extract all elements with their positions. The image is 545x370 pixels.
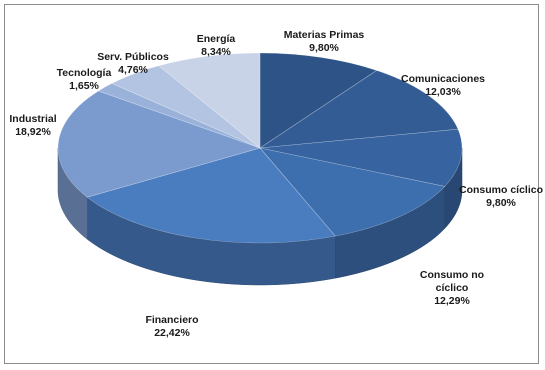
slice-label-2: Consumo cíclico 9,80% bbox=[459, 184, 543, 209]
slice-label-line: Industrial bbox=[9, 113, 56, 125]
slice-label-line: 4,76% bbox=[118, 64, 148, 76]
slice-label-line: 9,80% bbox=[309, 42, 339, 54]
slice-label-6: Tecnología 1,65% bbox=[57, 67, 112, 92]
slice-label-line: 8,34% bbox=[201, 46, 231, 58]
slice-label-line: Tecnología bbox=[57, 67, 112, 79]
pie-sides bbox=[57, 147, 463, 286]
slice-label-3: Consumo no cíclico 12,29% bbox=[420, 269, 484, 307]
pie-slice-8 bbox=[158, 52, 261, 149]
slice-label-line: Materias Primas bbox=[284, 29, 365, 41]
slice-label-line: 12,03% bbox=[425, 86, 461, 98]
pie-slice-6 bbox=[97, 83, 261, 149]
slice-label-line: Financiero bbox=[145, 314, 198, 326]
pie-slice-5 bbox=[57, 90, 261, 198]
pie-slice-1 bbox=[259, 70, 459, 149]
slice-label-7: Serv. Públicos 4,76% bbox=[97, 51, 169, 76]
slice-label-line: 18,92% bbox=[15, 126, 51, 138]
slice-label-line: Consumo cíclico bbox=[459, 184, 543, 196]
pie-slice-0 bbox=[259, 52, 378, 149]
pie-slice-3 bbox=[259, 147, 446, 237]
slice-label-line: cíclico bbox=[436, 282, 469, 294]
slice-label-line: 9,80% bbox=[486, 197, 516, 209]
slice-label-line: 1,65% bbox=[69, 80, 99, 92]
slice-label-line: Consumo no bbox=[420, 269, 484, 281]
slice-label-line: Comunicaciones bbox=[401, 73, 485, 85]
pie-slice-7 bbox=[111, 65, 261, 149]
slice-label-8: Energía 8,34% bbox=[197, 33, 236, 58]
slice-label-5: Industrial 18,92% bbox=[9, 113, 56, 138]
pie-slice-4 bbox=[86, 147, 336, 244]
pie-labels: Materias Primas 9,80%Comunicaciones 12,03%… bbox=[9, 29, 543, 339]
slice-label-line: 12,29% bbox=[434, 295, 470, 307]
slice-label-4: Financiero 22,42% bbox=[145, 314, 198, 339]
slice-label-0: Materias Primas 9,80% bbox=[284, 29, 365, 54]
pie-slice-2 bbox=[259, 128, 463, 187]
pie-side-5 bbox=[57, 147, 88, 240]
slice-label-line: Energía bbox=[197, 33, 236, 45]
slice-label-line: 22,42% bbox=[154, 327, 190, 339]
pie-tops bbox=[57, 52, 463, 244]
slice-label-line: Serv. Públicos bbox=[97, 51, 169, 63]
slice-label-1: Comunicaciones 12,03% bbox=[401, 73, 485, 98]
